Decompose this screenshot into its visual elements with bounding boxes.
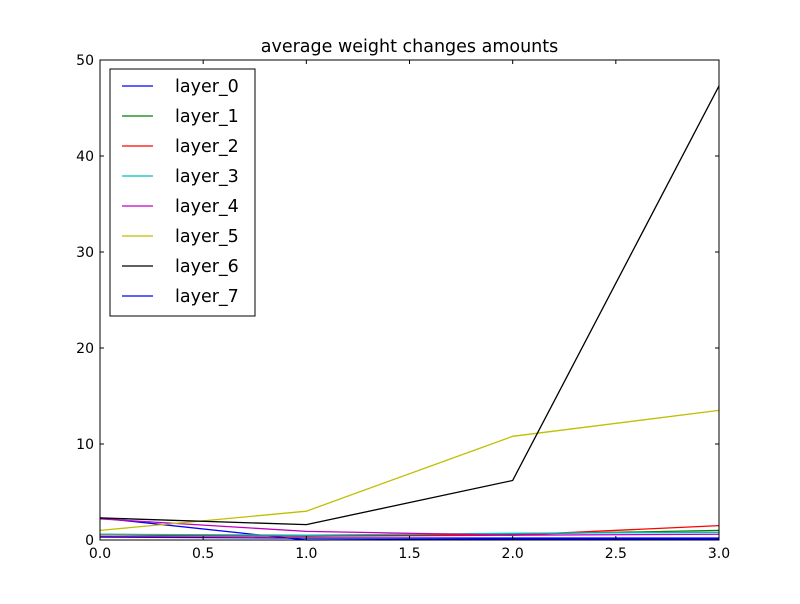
x-tick-label: 3.0 <box>708 546 730 562</box>
series-line-layer_6 <box>99 85 720 526</box>
legend-box <box>109 68 256 317</box>
x-tick-label: 0.5 <box>192 546 214 562</box>
legend: layer_0 layer_1 layer_2 layer_3 layer_4layer… <box>109 68 256 317</box>
y-tick-label: 10 <box>76 437 94 453</box>
legend-label-layer_2: layer_2 <box>175 137 239 157</box>
y-tick-label: 0 <box>85 533 94 549</box>
legend-label-layer_1: layer_1 <box>175 107 239 127</box>
legend-label-layer_5: layer_5 <box>175 227 239 247</box>
y-tick-label: 20 <box>76 341 94 357</box>
legend-label-layer_4: layer_4 <box>175 197 239 217</box>
x-tick-label: 0.0 <box>89 546 111 562</box>
x-tick-label: 1.5 <box>398 546 420 562</box>
series-line-layer_4 <box>99 518 720 536</box>
legend-label-layer_0: layer_0 <box>175 77 239 97</box>
series-line-layer_5 <box>99 409 720 532</box>
y-tick-label: 30 <box>76 245 94 261</box>
y-tick-label: 40 <box>76 149 94 165</box>
y-tick-label: 50 <box>76 53 94 69</box>
chart-title: average weight changes amounts <box>261 37 559 57</box>
legend-label-layer_6: layer_6 <box>175 257 239 277</box>
series-line-layer_3 <box>99 531 720 536</box>
x-tick-label: 2.0 <box>502 546 524 562</box>
axes: 0.0 0.5 1.0 1.5 2.0 2.5 3.0 0 10 20 30 40 50 <box>76 53 730 562</box>
x-tick-label: 1.0 <box>295 546 317 562</box>
legend-label-layer_7: layer_7 <box>175 287 239 307</box>
legend-label-layer_3: layer_3 <box>175 167 239 187</box>
x-tick-label: 2.5 <box>605 546 627 562</box>
